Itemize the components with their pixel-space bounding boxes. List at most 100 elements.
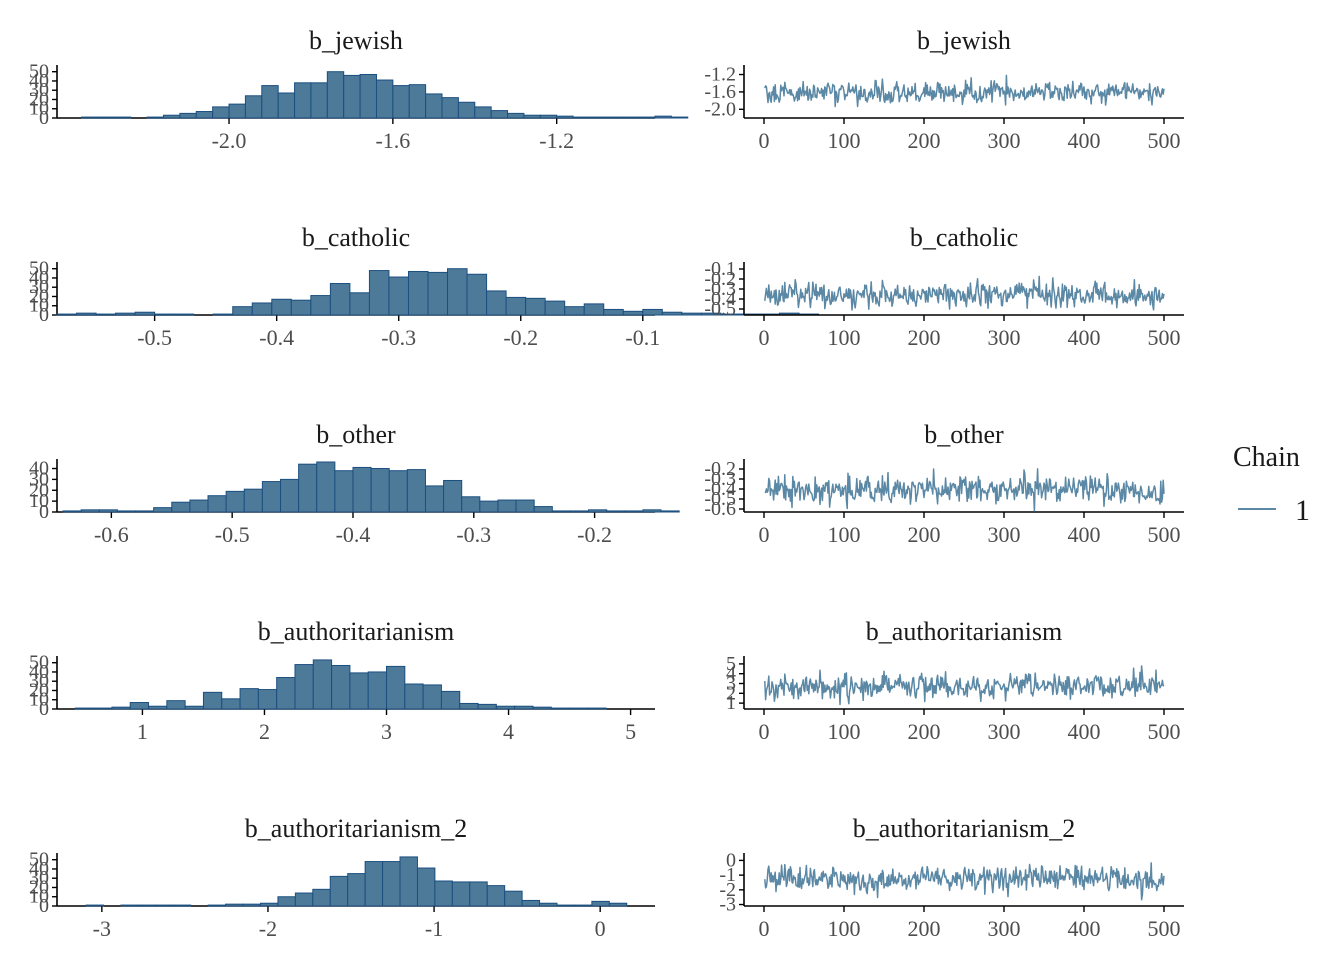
histogram-bar	[62, 510, 82, 513]
histogram-bar	[466, 273, 488, 316]
histogram-bar	[638, 116, 656, 119]
histogram-bar	[364, 861, 384, 907]
histogram-bar	[539, 114, 558, 119]
panel-title: b_authoritarianism	[258, 617, 454, 646]
histogram-bar	[370, 468, 390, 513]
histogram-bar	[111, 706, 131, 710]
histogram-bar	[382, 861, 401, 907]
y-tick-label: -0.2	[704, 268, 736, 290]
trace-panel: b_authoritarianism_2 0 100 200 300 400 500 -3-2…	[719, 814, 1184, 941]
y-tick-label: 20	[29, 88, 49, 110]
histogram-bar	[207, 904, 227, 907]
y-tick-label: -0.4	[704, 478, 736, 500]
histogram-bar	[661, 311, 683, 316]
histogram-bar	[495, 705, 516, 710]
trace-line-chain-1	[764, 665, 1165, 706]
histogram-bar	[261, 481, 281, 513]
histogram-bar	[189, 499, 209, 513]
histogram-bar	[603, 308, 624, 316]
histogram-bar	[251, 302, 273, 316]
histogram-bar	[242, 903, 261, 907]
histogram-bar	[202, 691, 223, 710]
histogram-bar	[440, 690, 461, 710]
y-tick-label: 0	[726, 849, 736, 871]
y-tick-label: -1.6	[704, 81, 736, 103]
histogram-bar	[406, 469, 426, 513]
x-tick-label: 100	[828, 522, 861, 547]
x-tick-label: 400	[1068, 128, 1101, 153]
histogram-bar	[681, 312, 702, 316]
y-tick-label: 20	[29, 679, 49, 701]
x-tick-label: 400	[1068, 325, 1101, 350]
histogram-bar	[349, 292, 370, 316]
trace-panel: b_jewish 0 100 200 300 400 500 -2.0-1.6-1.2	[704, 26, 1184, 153]
histogram-bar	[359, 73, 377, 119]
histogram-bar	[225, 490, 245, 513]
y-tick-label: -0.5	[704, 298, 736, 320]
x-tick-label: 2	[259, 719, 270, 744]
x-tick-label: 200	[908, 916, 941, 941]
y-tick-label: 10	[29, 98, 49, 120]
y-tick-label: 40	[29, 458, 49, 480]
x-tick-label: 3	[381, 719, 392, 744]
x-tick-label: 0	[759, 916, 770, 941]
panel-title: b_other	[924, 420, 1004, 449]
histogram-bar	[550, 707, 571, 710]
histogram-bar	[74, 707, 95, 710]
y-tick-label: 50	[29, 258, 49, 280]
histogram-bar	[447, 268, 468, 316]
y-tick-label: 50	[29, 652, 49, 674]
histogram-bar	[457, 101, 476, 119]
histogram-bar	[443, 479, 463, 513]
y-tick-label: 30	[29, 468, 49, 490]
histogram-bar	[539, 902, 558, 907]
y-tick-label: 0	[39, 698, 49, 720]
histogram-bar	[461, 496, 481, 513]
histogram-bar	[171, 501, 191, 513]
y-tick-label: -0.6	[704, 498, 736, 520]
histogram-bar	[608, 902, 628, 907]
histogram-bar	[642, 308, 663, 316]
histogram-bar	[261, 85, 279, 119]
x-tick-label: -1.2	[539, 128, 574, 153]
x-tick-label: -0.4	[336, 522, 371, 547]
histogram-bar	[135, 510, 155, 513]
x-tick-label: -2.0	[212, 128, 247, 153]
y-tick-label: 3	[726, 673, 736, 695]
histogram-bar	[93, 707, 113, 710]
x-tick-label: 300	[988, 916, 1021, 941]
y-tick-label: 20	[29, 285, 49, 307]
histogram-bar	[294, 664, 314, 710]
y-tick-label: -0.2	[704, 458, 736, 480]
y-tick-label: -3	[719, 894, 736, 916]
histogram-bar	[624, 510, 644, 513]
histogram-bar	[76, 312, 97, 316]
histogram-bar	[408, 84, 427, 119]
histogram-bar	[155, 904, 174, 907]
histogram-bar	[605, 116, 623, 119]
histogram-bar	[276, 677, 296, 710]
histogram-bar	[424, 485, 445, 513]
x-tick-label: 100	[828, 325, 861, 350]
histogram-bar	[533, 506, 553, 513]
histogram-bar	[212, 106, 230, 119]
histogram-bar	[569, 510, 590, 513]
histogram-bar	[312, 888, 331, 907]
x-tick-label: 500	[1148, 719, 1181, 744]
x-tick-label: 100	[828, 719, 861, 744]
x-tick-label: -0.3	[381, 325, 416, 350]
histogram-bar	[80, 509, 100, 513]
histogram-bar	[184, 705, 204, 710]
y-tick-label: -0.3	[704, 468, 736, 490]
x-tick-label: 0	[759, 719, 770, 744]
histogram-bar	[416, 867, 436, 907]
y-tick-label: -0.1	[704, 258, 736, 280]
panel-title: b_catholic	[910, 223, 1018, 252]
histogram-bar	[521, 899, 541, 907]
y-tick-label: -2.0	[704, 98, 736, 120]
histogram-bar	[232, 306, 253, 316]
histogram-bar	[212, 313, 234, 316]
trace-panel: b_other 0 100 200 300 400 500 -0.6-0.5-0.4-0.3-…	[704, 420, 1184, 547]
